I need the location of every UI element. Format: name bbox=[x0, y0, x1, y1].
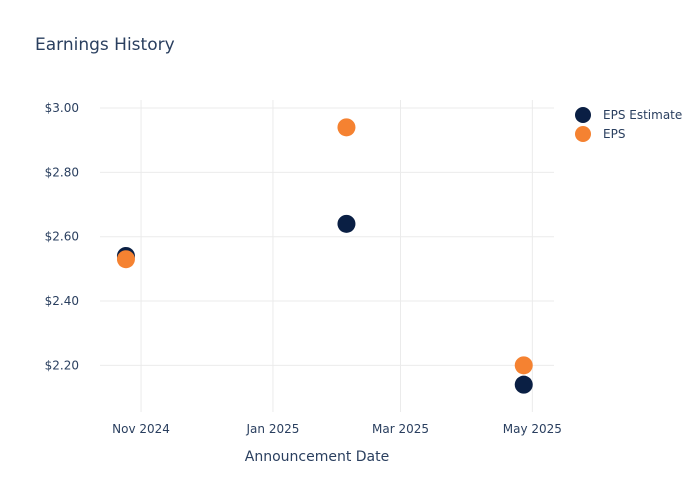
y-tick-label: $2.60 bbox=[45, 230, 79, 244]
x-tick-label: Nov 2024 bbox=[112, 422, 170, 436]
data-points bbox=[116, 118, 533, 394]
x-axis-title: Announcement Date bbox=[245, 449, 389, 465]
y-axis-ticks: $2.20 $2.40 $2.60 $2.80 $3.00 bbox=[45, 101, 79, 372]
legend-marker bbox=[575, 107, 591, 123]
series-1 bbox=[116, 118, 533, 375]
y-tick-label: $2.40 bbox=[45, 294, 79, 308]
legend-label: EPS Estimate bbox=[603, 108, 682, 122]
legend-item[interactable]: EPS Estimate bbox=[575, 107, 682, 123]
y-tick-label: $3.00 bbox=[45, 101, 79, 115]
chart-title: Earnings History bbox=[35, 35, 175, 55]
x-tick-label: May 2025 bbox=[503, 422, 562, 436]
data-point[interactable] bbox=[514, 375, 533, 394]
x-tick-label: Mar 2025 bbox=[372, 422, 429, 436]
x-axis-ticks: Nov 2024 Jan 2025 Mar 2025 May 2025 bbox=[112, 422, 562, 436]
legend-marker bbox=[575, 126, 591, 142]
y-tick-label: $2.80 bbox=[45, 165, 79, 179]
grid-layer bbox=[100, 100, 554, 412]
legend-label: EPS bbox=[603, 127, 625, 141]
legend[interactable]: EPS Estimate EPS bbox=[575, 107, 682, 142]
x-tick-label: Jan 2025 bbox=[246, 422, 300, 436]
data-point[interactable] bbox=[337, 214, 356, 233]
data-point[interactable] bbox=[514, 356, 533, 375]
data-point[interactable] bbox=[337, 118, 356, 137]
legend-item[interactable]: EPS bbox=[575, 126, 625, 142]
data-point[interactable] bbox=[116, 250, 135, 269]
y-tick-label: $2.20 bbox=[45, 358, 79, 372]
